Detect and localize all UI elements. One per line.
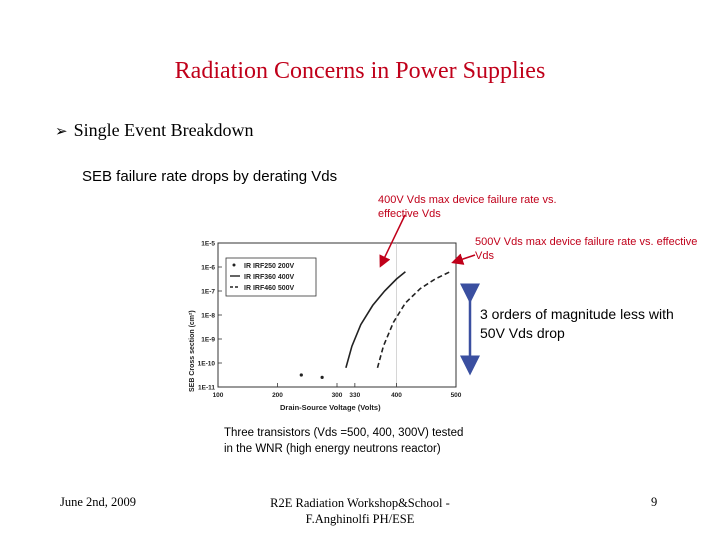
- y-tick-label: 1E-10: [198, 361, 216, 368]
- legend-entry: IR IRF250 200V: [244, 263, 295, 270]
- page-number: 9: [651, 495, 658, 509]
- annotation-400v: 400V Vds max device failure rate vs. eff…: [378, 194, 557, 220]
- bullet-text: Single Event Breakdown: [73, 120, 254, 140]
- annotation-arrow-500v: [451, 253, 476, 265]
- y-tick-label: 1E-8: [201, 313, 215, 320]
- slide-subtitle: SEB failure rate drops by derating Vds: [82, 168, 338, 185]
- legend-swatch: [232, 263, 236, 267]
- x-tick-label: 300: [332, 392, 343, 399]
- x-tick-label-extra: 330: [349, 392, 360, 399]
- y-axis-label: SEB Cross section (cm²): [189, 310, 196, 392]
- annotation-arrow-400v: [379, 214, 406, 268]
- legend-box: [225, 257, 317, 297]
- x-tick-label: 100: [213, 392, 224, 399]
- series-point-irf250: [299, 373, 303, 377]
- legend-entry: IR IRF360 400V: [244, 274, 295, 281]
- y-tick-label: 1E-5: [201, 241, 215, 248]
- annotation-orders-of-magnitude: 3 orders of magnitude less with 50V Vds …: [480, 306, 674, 341]
- x-tick-label: 200: [272, 392, 283, 399]
- series-line-irf360: [345, 271, 406, 369]
- y-tick-label: 1E-11: [198, 385, 215, 392]
- x-tick-label: 400: [391, 392, 402, 399]
- arrow-bullet-icon: ➢: [55, 122, 68, 140]
- y-tick-label: 1E-9: [201, 337, 215, 344]
- bullet-item: ➢ Single Event Breakdown: [55, 120, 254, 141]
- slide-title: Radiation Concerns in Power Supplies: [174, 58, 546, 84]
- legend-entry: IR IRF460 500V: [244, 285, 295, 292]
- y-tick-label: 1E-6: [201, 265, 215, 272]
- x-axis-label: Drain-Source Voltage (Volts): [280, 403, 381, 412]
- y-tick-label: 1E-7: [201, 289, 215, 296]
- footer-date: June 2nd, 2009: [60, 495, 137, 509]
- x-tick-label: 500: [451, 392, 462, 399]
- annotation-500v: 500V Vds max device failure rate vs. eff…: [475, 236, 698, 262]
- footer-venue: R2E Radiation Workshop&School - F.Anghin…: [270, 496, 450, 526]
- chart-caption: Three transistors (Vds =500, 400, 300V) …: [224, 427, 464, 455]
- series-point-irf250: [320, 375, 324, 379]
